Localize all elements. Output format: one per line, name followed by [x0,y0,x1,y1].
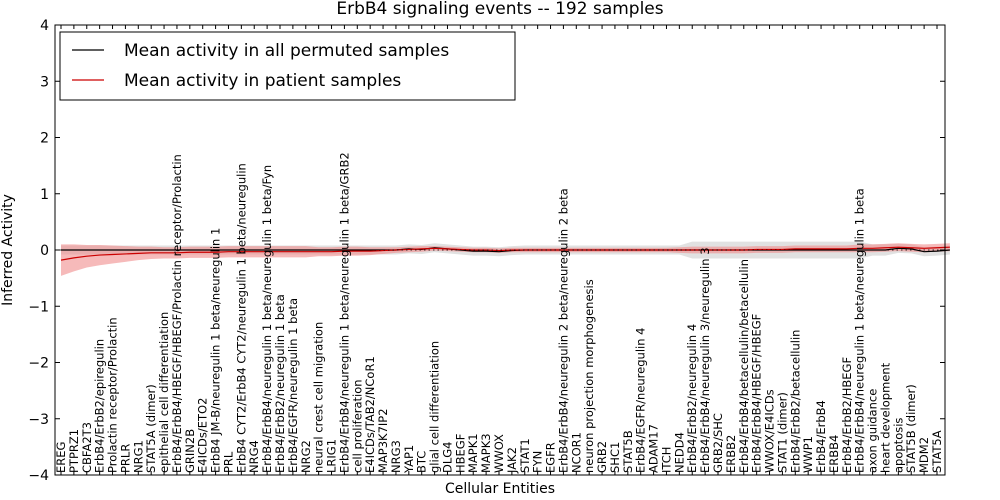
x-tick-label: neuron projection morphogenesis [582,279,596,473]
x-tick-label: ErbB4 JM-B/neuregulin 1 beta/neuregulin … [209,228,223,473]
x-tick-label: MAPK3 [479,433,493,473]
x-tick-label: axon guidance [866,389,880,473]
x-tick-label: STAT5A [930,430,944,473]
x-tick-label: WWOX/E4ICDs [763,389,777,473]
x-tick-label: ErbB4/ErbB2/neuregulin 4 [685,324,699,473]
x-tick-label: NRG2 [299,440,313,473]
x-tick-label: ADAM17 [647,424,661,473]
x-tick-label: heart development [878,362,892,473]
x-tick-label: ErbB4/EGFR/neuregulin 4 [634,328,648,473]
y-tick-label: 3 [40,74,49,90]
x-tick-label: glial cell differentiation [428,341,442,473]
x-tick-label: ERBB2 [724,435,738,473]
x-tick-label: NRG3 [389,440,403,473]
y-tick-label: 2 [40,131,49,147]
x-tick-label: NCOR1 [569,432,583,473]
legend-label-permuted: Mean activity in all permuted samples [124,41,449,61]
y-tick-label: −4 [28,468,49,484]
x-tick-label: ErbB4/ErbB4/neuregulin 2 beta/neuregulin… [556,188,570,473]
x-tick-label: MAPK1 [466,433,480,473]
x-tick-label: ErbB4/ErbB2/epiregulin [93,339,107,473]
x-tick-label: STAT1 [518,438,532,473]
x-tick-label: GRB2 [595,441,609,473]
x-tick-label: YAP1 [402,445,416,474]
x-tick-label: NEDD4 [672,432,686,473]
x-tick-label: ErbB4/ErbB4/HBEGF/HBEGF [750,314,764,473]
y-axis: −4 −3 −2 −1 0 1 2 3 4 [28,18,945,484]
x-tick-label: ErbB4/ErbB4/HBEGF/HBEGF/Prolactin recept… [170,154,184,473]
x-tick-label: ERBB4 [827,435,841,473]
x-tick-label: ErbB4 CYT2/ErbB4 CYT2/neuregulin 1 beta/… [234,163,248,473]
x-tick-label: HBEGF [453,434,467,473]
x-tick-label: STAT5B (dimer) [904,384,918,473]
x-tick-label: Prolactin receptor/Prolactin [106,317,120,473]
x-tick-label: ITCH [659,447,673,473]
x-tick-label: neural crest cell migration [312,322,326,473]
x-tick-label: ErbB4/ErbB4/neuregulin 1 beta/neuregulin… [853,188,867,473]
x-tick-label: FYN [531,451,545,473]
y-tick-label: −3 [28,412,49,428]
x-axis: EREGPTPRZ1CBFA2T3ErbB4/ErbB2/epiregulinP… [54,25,944,475]
x-tick-label: ErbB4/EGFR/neuregulin 1 beta [286,298,300,473]
x-tick-label: PTPRZ1 [67,429,81,473]
x-tick-label: apoptosis [891,418,905,473]
x-tick-label: ErbB4/ErbB2/HBEGF [840,357,854,473]
y-tick-label: 0 [40,243,49,259]
x-tick-label: LRIG1 [325,439,339,473]
legend: Mean activity in all permuted samples Me… [59,31,516,101]
x-tick-label: ErbB4/ErbB4/neuregulin 3/neuregulin 3 [698,247,712,473]
x-tick-label: epithelial cell differentiation [157,312,171,473]
x-tick-label: E4ICDs/TAB2/NCoR1 [363,356,377,473]
x-tick-label: BTC [415,451,429,473]
x-tick-label: ErbB4/ErbB4 [814,400,828,473]
x-tick-label: ErbB4/ErbB2/betacellulin [788,330,802,473]
x-tick-label: ErbB4/ErbB4/betacellulin/betacellulin [737,259,751,473]
y-tick-label: −1 [28,299,49,315]
legend-box [59,31,516,101]
x-tick-label: WWOX [492,434,506,473]
x-tick-label: MDM2 [917,437,931,473]
x-tick-label: SHC1 [608,442,622,473]
x-tick-label: cell proliferation [350,379,364,473]
x-tick-label: ErbB4/ErbB2/neuregulin 1 beta [273,294,287,473]
y-axis-label: Inferred Activity [0,194,16,306]
y-tick-label: 1 [40,187,49,203]
x-tick-label: EGFR [544,442,558,473]
x-tick-label: PRLR [118,444,132,473]
x-tick-label: NRG1 [131,440,145,473]
x-tick-label: WWP1 [801,436,815,473]
x-tick-label: EREG [54,442,68,473]
x-tick-label: NRG4 [247,440,261,473]
x-tick-label: STAT5A (dimer) [144,384,158,473]
y-tick-label: −2 [28,356,49,372]
x-tick-label: CBFA2T3 [80,422,94,473]
legend-label-patient: Mean activity in patient samples [124,71,401,91]
x-tick-label: ErbB4/ErbB4/neuregulin 1 beta/neuregulin… [337,152,351,473]
y-tick-label: 4 [40,18,49,34]
x-axis-label: Cellular Entities [445,481,555,497]
x-tick-label: DLG4 [440,442,454,474]
x-tick-label: STAT5B [621,430,635,473]
x-tick-label: E4ICDs/ETO2 [196,398,210,473]
x-tick-label: PRL [221,451,235,473]
x-tick-label: ErbB4/ErbB4/neuregulin 1 beta/neuregulin… [260,165,274,473]
x-tick-label: JAK2 [505,447,519,474]
x-tick-label: MAP3K7IP2 [376,408,390,473]
x-tick-label: STAT1 (dimer) [775,392,789,473]
chart-title: ErbB4 signaling events -- 192 samples [336,0,663,19]
x-tick-label: GRIN2B [183,429,197,473]
x-tick-label: GRB2/SHC [711,413,725,473]
